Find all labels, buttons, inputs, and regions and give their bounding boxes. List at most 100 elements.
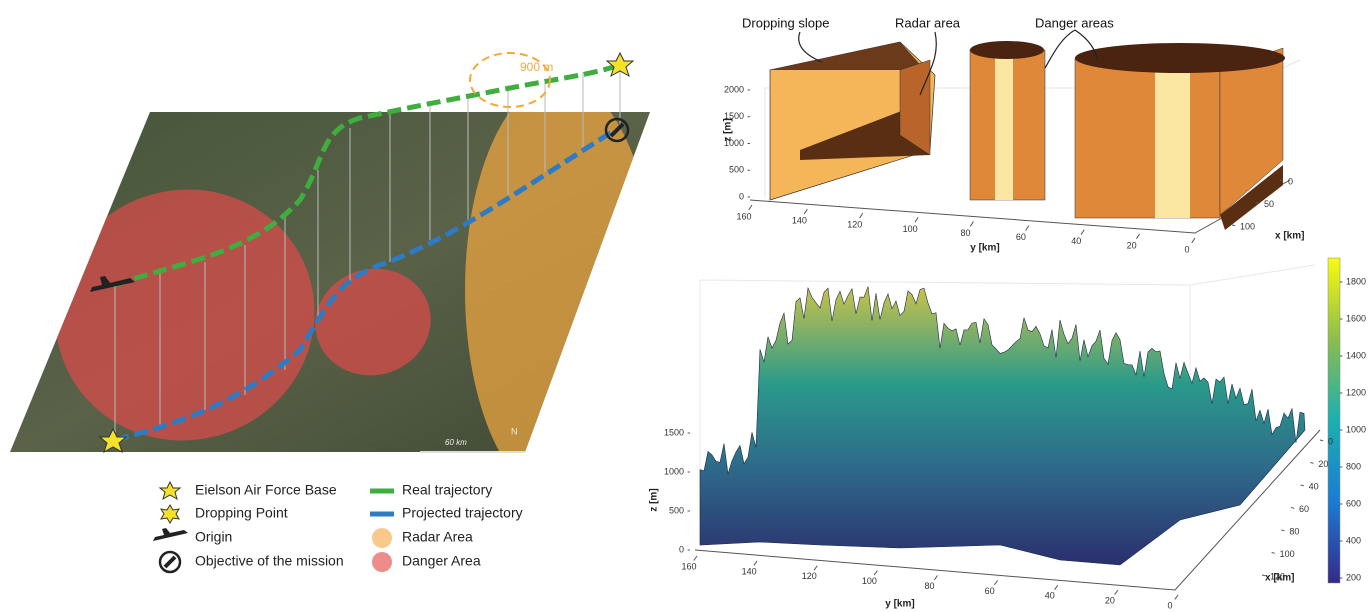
axis-label: y [km] (970, 243, 999, 254)
tick-mark (1279, 179, 1284, 182)
tick-mark (813, 565, 818, 571)
tick-mark (1310, 462, 1314, 464)
axis-label: x [km] (1275, 231, 1304, 242)
tick-label: 0 (1328, 436, 1333, 446)
projected-trajectory (114, 127, 617, 443)
tick-label: 2000 (724, 84, 744, 94)
scale-label: 60 km (445, 438, 467, 447)
tick-label: 50 (1264, 199, 1274, 209)
tick-label: 60 (1299, 504, 1309, 514)
real-trajectory (114, 62, 621, 288)
terrain-surface (699, 286, 1306, 566)
tick-label: 80 (924, 581, 934, 591)
danger-area-shape (995, 50, 1013, 200)
legend-label: Danger Area (402, 553, 481, 569)
tick-mark (1300, 484, 1304, 487)
tick-label: 1000 (724, 138, 744, 148)
north-label: N (511, 426, 518, 436)
tick-label: 160 (681, 561, 696, 571)
radar-area-shape (800, 100, 930, 160)
tick-label: 60 (1016, 232, 1026, 242)
tick-label: 1500 (664, 427, 684, 437)
tick-label: 40 (1045, 591, 1055, 601)
legend: Eielson Air Force Base Dropping Point Or… (153, 480, 523, 574)
tick-mark (1261, 574, 1266, 577)
tick-mark (1319, 439, 1324, 442)
legend-label: Objective of the mission (195, 553, 344, 569)
legend-label: Origin (195, 529, 232, 545)
legend-icon (153, 528, 188, 541)
legend-label: Dropping Point (195, 505, 288, 521)
tick-label: 120 (1270, 571, 1285, 581)
tick-label: 0 (679, 544, 684, 554)
tick-label: 100 (862, 576, 877, 586)
legend-icon (158, 480, 182, 501)
map-panel: 900 m 60 km N (10, 51, 650, 454)
tick-label: 20 (1318, 459, 1328, 469)
tick-mark (1174, 594, 1179, 600)
legend-icon (160, 504, 180, 524)
danger-area (315, 268, 431, 376)
tick-mark (873, 570, 878, 576)
tick-mark (693, 555, 698, 561)
axis-line (694, 429, 1321, 591)
tick-label: 0 (1167, 600, 1172, 610)
tick-mark (748, 204, 753, 211)
plot-top: Dropping slope Radar area Danger areas z… (723, 15, 1305, 253)
tick-label: 100 (903, 224, 918, 234)
plot-bottom: z [m] y [km] x [km] (649, 257, 1341, 610)
tick-mark (1281, 529, 1285, 532)
tick-label: 1500 (724, 111, 744, 121)
tick-label: 0 (739, 191, 744, 201)
danger-area (55, 189, 315, 441)
legend-icon (372, 552, 392, 572)
legend-icon (372, 528, 392, 548)
tick-label: 1800 (1346, 276, 1366, 286)
colorbar (1327, 257, 1341, 584)
tick-label: 20 (1127, 240, 1137, 250)
annotation: Dropping slope (742, 15, 829, 30)
annotation: Radar area (895, 15, 961, 30)
danger-area-shape (1220, 165, 1283, 230)
tick-label: 120 (802, 571, 817, 581)
danger-area-shape (1155, 58, 1190, 218)
tick-label: 60 (985, 586, 995, 596)
tick-label: 1000 (664, 466, 684, 476)
tick-label: 0 (1184, 244, 1189, 254)
tick-label: 20 (1105, 596, 1115, 606)
legend-label: Projected trajectory (402, 505, 523, 521)
tick-mark (1191, 237, 1196, 244)
tick-label: 120 (847, 220, 862, 230)
dropping-point (605, 51, 635, 78)
legend-label: Radar Area (402, 529, 473, 545)
tick-label: 160 (736, 211, 751, 221)
altitude-marker (469, 52, 551, 108)
tick-mark (803, 208, 808, 215)
tick-label: 800 (1346, 461, 1361, 471)
tick-label: 1000 (1346, 424, 1366, 434)
tick-label: 0 (1288, 176, 1293, 186)
tick-label: 1200 (1346, 387, 1366, 397)
dropping-slope-top (770, 42, 925, 70)
tick-mark (1255, 202, 1260, 204)
tick-mark (1136, 233, 1141, 239)
tick-label: 140 (742, 566, 757, 576)
danger-area-shape (970, 41, 1044, 59)
radar-area (465, 112, 650, 452)
danger-area-shape (1075, 43, 1285, 73)
legend-label: Eielson Air Force Base (195, 482, 337, 498)
air-base (98, 427, 128, 454)
tick-mark (1290, 507, 1295, 509)
axis-label: z [m] (649, 488, 660, 511)
objective-icon (604, 117, 630, 143)
legend-icon (163, 555, 177, 569)
tick-label: 200 (1346, 572, 1361, 582)
projection-lines (114, 65, 621, 440)
annotation-arrows (798, 29, 1099, 96)
legend-icon (158, 550, 182, 574)
tick-label: 500 (729, 165, 744, 175)
tick-label: 100 (1240, 221, 1255, 231)
radar-area-shape (899, 59, 931, 156)
tick-mark (969, 221, 974, 227)
